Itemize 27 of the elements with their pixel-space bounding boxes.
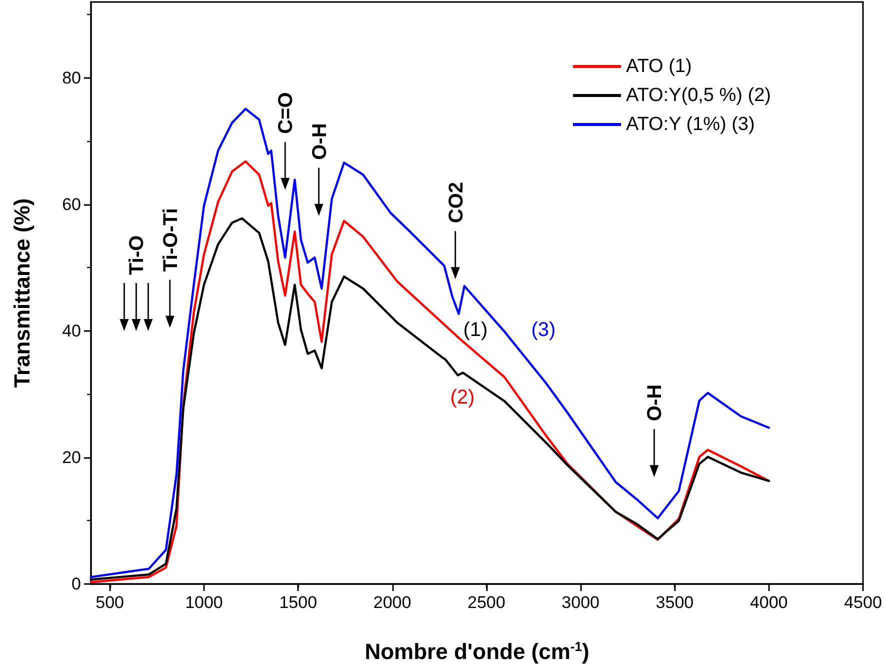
annotation: Ti-O-Ti [160, 208, 182, 272]
annotation: CO2 [445, 182, 468, 224]
legend-label: ATO (1) [626, 56, 692, 77]
annotation: Ti-O [126, 235, 148, 275]
x-tick-label: 3000 [562, 593, 600, 612]
x-tick-label: 4500 [844, 593, 882, 612]
annotation: C=O [275, 92, 298, 134]
x-tick-label: 500 [96, 593, 124, 612]
annotation: O-H [308, 123, 331, 160]
annotation: (1) [463, 319, 488, 342]
y-tick-label: 0 [72, 574, 81, 594]
x-tick-label: 3500 [656, 593, 694, 612]
x-tick-label: 2000 [373, 593, 412, 612]
annotation: (2) [450, 386, 475, 408]
y-axis-title: Transmittance (%) [10, 198, 34, 388]
x-tick-label: 2500 [468, 593, 506, 612]
legend-label: ATO:Y(0,5 %) (2) [626, 85, 772, 106]
x-tick-label: 1500 [279, 593, 318, 612]
y-tick-label: 40 [62, 321, 81, 340]
y-tick-label: 80 [62, 68, 81, 88]
y-tick-label: 60 [62, 194, 81, 214]
x-tick-label: 1000 [185, 593, 223, 612]
x-tick-label: 4000 [750, 593, 788, 612]
y-tick-label: 20 [62, 448, 81, 467]
annotation: O-H [644, 384, 666, 422]
legend-label: ATO:Y (1%) (3) [626, 114, 755, 135]
annotation: (3) [531, 319, 556, 342]
